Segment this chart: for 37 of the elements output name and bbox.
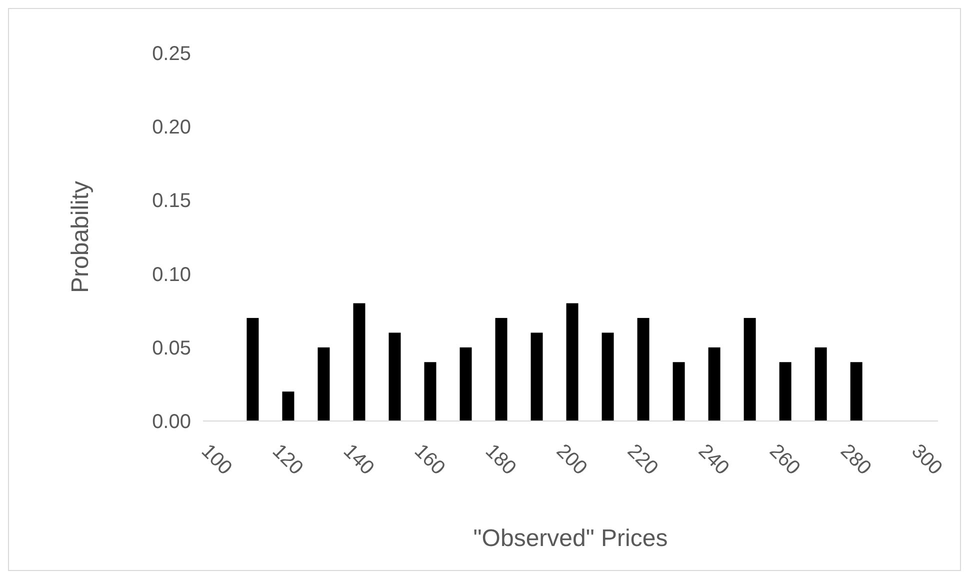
x-tick-label: 260 xyxy=(765,440,804,480)
bar xyxy=(566,303,578,421)
x-axis-title: "Observed" Prices xyxy=(473,525,668,552)
x-tick-label: 160 xyxy=(410,440,450,480)
y-tick-label: 0.05 xyxy=(152,337,191,360)
x-tick-label: 200 xyxy=(552,440,592,480)
bar xyxy=(602,332,614,421)
bar xyxy=(460,347,472,421)
bar xyxy=(388,332,401,421)
y-tick-label: 0.15 xyxy=(152,190,191,212)
x-tick-label: 280 xyxy=(836,440,876,480)
bar xyxy=(246,318,259,421)
x-tick-label: 220 xyxy=(623,440,662,480)
bar xyxy=(672,362,685,421)
y-tick-label: 0.10 xyxy=(152,264,191,286)
bar xyxy=(637,318,650,421)
bar xyxy=(744,318,756,421)
x-tick-label: 140 xyxy=(338,440,378,480)
y-tick-label: 0.00 xyxy=(152,411,191,433)
bar xyxy=(318,347,330,421)
y-tick-label: 0.20 xyxy=(152,116,191,139)
bar xyxy=(282,392,294,421)
x-tick-label: 100 xyxy=(196,440,236,480)
x-tick-label: 120 xyxy=(268,440,308,480)
x-tick-label: 180 xyxy=(480,440,520,480)
bar xyxy=(530,332,543,421)
x-tick-label: 240 xyxy=(694,440,734,480)
bar xyxy=(495,318,508,421)
bar xyxy=(850,362,862,421)
bar xyxy=(779,362,792,421)
bar xyxy=(353,303,366,421)
y-axis-title: Probability xyxy=(67,180,94,294)
bar xyxy=(424,362,436,421)
bar xyxy=(708,347,720,421)
x-tick-label: 300 xyxy=(907,440,946,480)
bar xyxy=(814,347,827,421)
y-tick-label: 0.25 xyxy=(152,43,191,65)
